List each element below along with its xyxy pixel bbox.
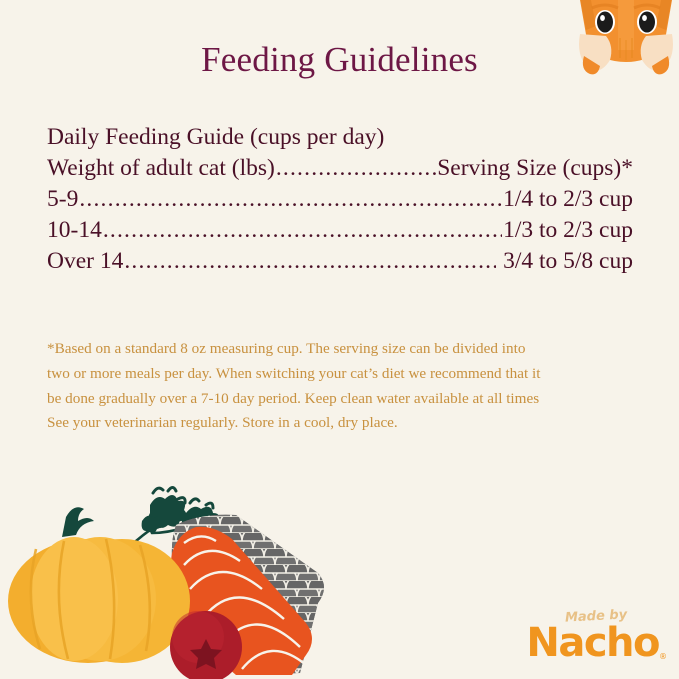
footnote-text: *Based on a standard 8 oz measuring cup.… bbox=[47, 337, 637, 436]
salmon-fillet-icon bbox=[171, 514, 324, 675]
logo-brand-text: Nacho bbox=[526, 620, 660, 666]
feeding-guide-heading: Daily Feeding Guide (cups per day) bbox=[47, 124, 385, 150]
row-weight: 10-14 bbox=[47, 217, 102, 243]
footnote-line-2: two or more meals per day. When switchin… bbox=[47, 364, 541, 382]
dot-leader: ........................................… bbox=[124, 248, 496, 274]
row-weight: 5-9 bbox=[47, 186, 79, 212]
registered-trademark-icon: ® bbox=[659, 652, 667, 661]
footnote-line-4: See your veterinarian regularly. Store i… bbox=[47, 414, 398, 432]
dot-leader: ........................................… bbox=[275, 155, 436, 181]
column-header-serving: Serving Size (cups)* bbox=[437, 155, 633, 181]
herb-sprig-icon bbox=[134, 486, 219, 543]
produce-illustration bbox=[0, 469, 350, 679]
table-row: 10-14 ..................................… bbox=[47, 215, 633, 246]
table-row: Over 14 ................................… bbox=[47, 246, 633, 277]
column-header-weight: Weight of adult cat (lbs) bbox=[47, 155, 275, 181]
table-row: 5-9 ....................................… bbox=[47, 184, 633, 215]
feeding-guide-header-row: Weight of adult cat (lbs) ..............… bbox=[47, 153, 633, 184]
row-serving: 3/4 to 5/8 cup bbox=[503, 248, 633, 274]
footnote-line-1: *Based on a standard 8 oz measuring cup.… bbox=[47, 340, 526, 357]
pumpkin-icon bbox=[8, 507, 190, 663]
row-serving: 1/3 to 2/3 cup bbox=[503, 217, 633, 243]
dot-leader: ........................................… bbox=[102, 217, 502, 243]
feeding-guide-table: Daily Feeding Guide (cups per day) Weigh… bbox=[47, 122, 633, 277]
page-title: Feeding Guidelines bbox=[201, 40, 478, 79]
footnote-line-3: be done gradually over a 7-10 day period… bbox=[47, 389, 540, 407]
cranberry-icon bbox=[170, 611, 242, 679]
brand-logo: Made by Nacho ® bbox=[503, 605, 667, 667]
dot-leader: ........................................… bbox=[79, 186, 502, 212]
row-serving: 1/4 to 2/3 cup bbox=[503, 186, 633, 212]
row-weight: Over 14 bbox=[47, 248, 124, 274]
